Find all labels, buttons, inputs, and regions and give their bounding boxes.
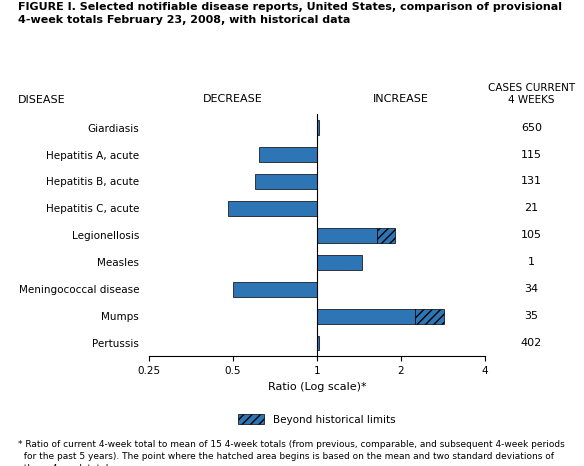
- Text: CASES CURRENT
4 WEEKS: CASES CURRENT 4 WEEKS: [488, 83, 575, 105]
- Bar: [317, 308, 415, 323]
- Bar: [317, 255, 362, 270]
- Bar: [317, 120, 319, 135]
- Text: 4-week totals February 23, 2008, with historical data: 4-week totals February 23, 2008, with hi…: [18, 15, 350, 25]
- Bar: [317, 336, 319, 350]
- Text: 34: 34: [524, 284, 538, 294]
- Text: DECREASE: DECREASE: [203, 95, 263, 104]
- Text: 131: 131: [521, 177, 542, 186]
- Text: FIGURE I. Selected notifiable disease reports, United States, comparison of prov: FIGURE I. Selected notifiable disease re…: [18, 2, 562, 12]
- Text: 105: 105: [521, 230, 542, 240]
- Text: * Ratio of current 4-week total to mean of 15 4-week totals (from previous, comp: * Ratio of current 4-week total to mean …: [18, 440, 564, 466]
- Text: DISEASE: DISEASE: [18, 95, 65, 105]
- Text: 35: 35: [524, 311, 538, 321]
- Text: 21: 21: [524, 203, 538, 213]
- Text: 402: 402: [521, 338, 542, 348]
- Text: 115: 115: [521, 150, 542, 159]
- Legend: Beyond historical limits: Beyond historical limits: [234, 410, 399, 429]
- Bar: [259, 147, 317, 162]
- Bar: [377, 228, 395, 243]
- Text: 650: 650: [521, 123, 542, 133]
- Bar: [317, 228, 377, 243]
- Bar: [255, 174, 317, 189]
- Text: 1: 1: [528, 257, 535, 267]
- Bar: [228, 201, 317, 216]
- X-axis label: Ratio (Log scale)*: Ratio (Log scale)*: [267, 382, 366, 392]
- Bar: [415, 308, 444, 323]
- Text: INCREASE: INCREASE: [373, 95, 429, 104]
- Bar: [233, 282, 317, 296]
